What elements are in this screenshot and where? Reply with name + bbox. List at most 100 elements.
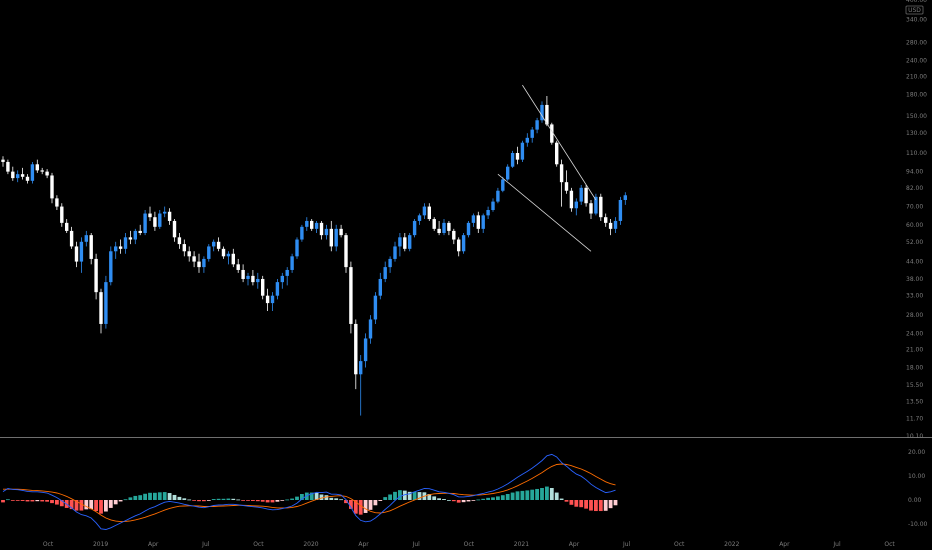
time-tick-label: Oct <box>674 541 685 548</box>
candle <box>559 159 564 207</box>
histogram-bar <box>157 492 162 500</box>
candle <box>623 192 627 205</box>
histogram-bar <box>202 500 206 502</box>
price-tick-label: 38.00 <box>906 276 923 283</box>
candle <box>231 248 235 268</box>
price-tick-label: 110.00 <box>906 150 927 157</box>
price-tick-label: 82.00 <box>906 185 923 192</box>
time-axis[interactable]: Oct 2019 Apr Jul Oct 2020 Apr Jul Oct 2021 Apr Jul O… <box>43 541 896 548</box>
histogram-bar <box>564 500 569 502</box>
candle-body <box>172 220 177 238</box>
candle-body <box>559 164 564 183</box>
candle-body <box>339 228 343 236</box>
histogram-bar <box>172 494 177 500</box>
candle <box>344 233 348 273</box>
candle <box>25 174 30 184</box>
candle-body <box>305 220 309 227</box>
candle-body <box>275 282 280 296</box>
candle <box>123 233 128 254</box>
candle-body <box>486 209 490 216</box>
candle-body <box>540 104 544 121</box>
candle <box>172 219 177 242</box>
histogram-bar <box>368 500 373 510</box>
histogram-bar <box>584 500 588 509</box>
candle <box>525 133 529 147</box>
candle-body <box>314 222 319 229</box>
price-pane[interactable] <box>1 84 627 416</box>
candle-body <box>177 237 182 245</box>
candle-body <box>457 239 461 252</box>
currency-badge[interactable]: USD <box>905 5 924 15</box>
histogram-bar <box>383 497 388 500</box>
candle <box>329 220 333 252</box>
price-axis[interactable]: 400.00 340.00 280.00 240.00 210.00 180.00 150.… <box>906 0 927 440</box>
time-tick-label: Jul <box>832 541 841 548</box>
candle <box>520 140 525 162</box>
histogram-bar <box>314 492 319 500</box>
candle <box>35 159 39 173</box>
candle-body <box>143 213 147 234</box>
candle-body <box>148 213 152 218</box>
candle-body <box>261 278 265 296</box>
candle <box>403 233 407 252</box>
macd-tick-label: 0.00 <box>908 497 922 504</box>
histogram-bar <box>231 498 236 500</box>
histogram-bar <box>398 490 402 500</box>
macd-tick-label: -10.00 <box>908 521 928 528</box>
histogram-bar <box>432 496 437 500</box>
candle-body <box>398 237 402 247</box>
histogram-bar <box>285 499 290 501</box>
candle <box>104 275 108 329</box>
candle <box>207 244 211 262</box>
candle <box>584 184 588 207</box>
histogram-bar <box>378 500 383 501</box>
candle <box>515 146 520 165</box>
candle-body <box>35 164 39 171</box>
histogram-bar <box>94 500 98 512</box>
histogram-bar <box>589 500 593 511</box>
candle <box>569 187 574 212</box>
histogram-bar <box>520 490 525 500</box>
time-tick-label: Jul <box>412 541 421 548</box>
histogram-bar <box>549 488 554 500</box>
histogram-bar <box>598 500 603 512</box>
histogram-bar <box>211 499 216 500</box>
candle <box>143 209 147 236</box>
candle <box>510 150 515 168</box>
candle <box>305 217 309 231</box>
macd-pane[interactable] <box>1 453 618 530</box>
histogram-bar <box>10 500 15 501</box>
candle <box>109 246 113 286</box>
candle <box>618 196 623 225</box>
candle <box>290 253 294 273</box>
histogram-bar <box>540 488 544 500</box>
candle <box>608 219 613 236</box>
candle-body <box>589 203 593 214</box>
candle <box>535 117 539 134</box>
histogram-bar <box>525 490 530 500</box>
candle <box>128 230 133 245</box>
candle <box>300 224 304 242</box>
histogram-bar <box>613 500 618 506</box>
candle <box>69 226 74 249</box>
histogram-bar <box>353 500 358 514</box>
candle-body <box>74 246 79 262</box>
candle-body <box>550 124 554 143</box>
histogram-bar <box>89 500 94 510</box>
histogram-bar <box>260 500 265 502</box>
candle <box>89 233 93 265</box>
histogram-bar <box>50 500 54 504</box>
candle <box>491 198 495 212</box>
histogram-bar <box>358 500 363 515</box>
candle-body <box>285 269 289 276</box>
time-tick-label: Apr <box>779 541 790 548</box>
candle-body <box>99 292 103 324</box>
candle-body <box>584 187 588 204</box>
candle <box>182 239 186 257</box>
histogram-bar <box>515 491 520 500</box>
candle <box>216 237 221 252</box>
histogram-bar <box>246 500 250 501</box>
candle-body <box>138 230 142 234</box>
candle-body <box>535 120 539 130</box>
